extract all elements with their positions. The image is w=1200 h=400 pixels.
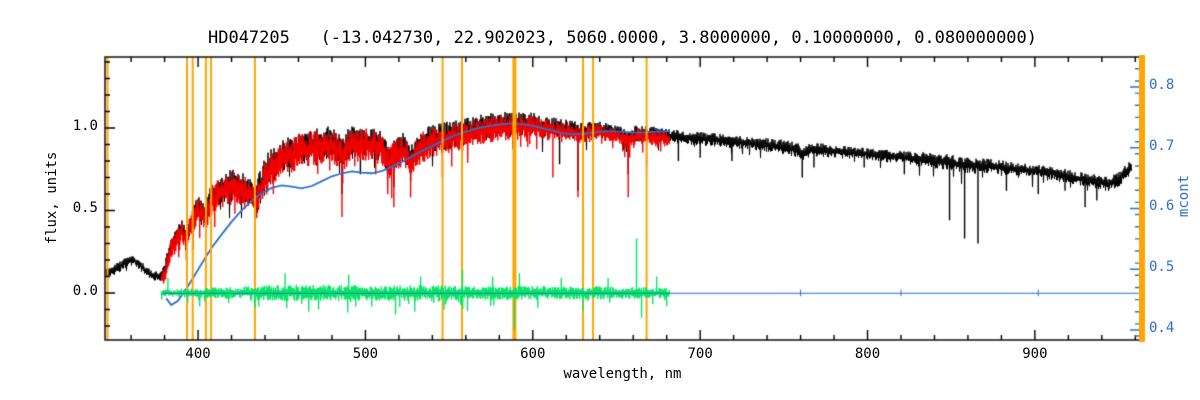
x-tick-label: 500	[352, 346, 379, 362]
x-tick-label: 900	[1022, 346, 1048, 362]
y-left-tick-label: 0.5	[72, 200, 98, 217]
y-left-tick-label: 1.0	[72, 117, 98, 134]
x-tick-label: 400	[185, 346, 211, 362]
y-right-tick-label: 0.5	[1149, 259, 1175, 276]
x-tick-label: 800	[854, 346, 881, 362]
x-tick-label: 600	[520, 346, 546, 362]
y-axis-label-left: flux, units	[44, 151, 60, 245]
x-axis-label: wavelength, nm	[563, 366, 682, 382]
chart-title: HD047205 (-13.042730, 22.902023, 5060.00…	[207, 28, 1038, 48]
y-left-tick-label: 0.0	[72, 282, 98, 299]
y-right-tick-label: 0.8	[1149, 77, 1175, 93]
y-right-tick-label: 0.4	[1149, 319, 1175, 336]
y-right-tick-label: 0.6	[1149, 198, 1175, 215]
x-tick-label: 700	[687, 346, 713, 362]
y-right-tick-label: 0.7	[1149, 137, 1175, 154]
